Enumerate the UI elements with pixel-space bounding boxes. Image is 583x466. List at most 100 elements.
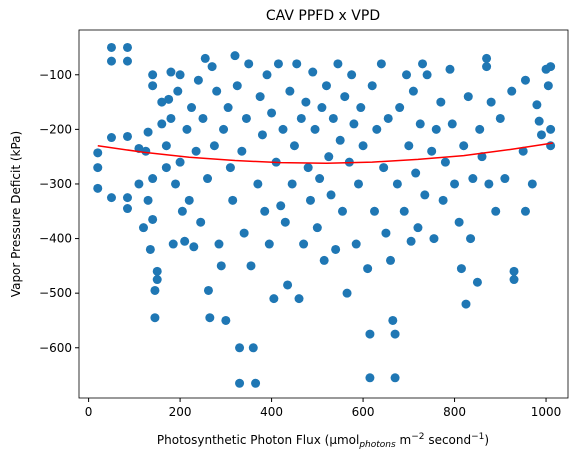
y-tick-label: −100 xyxy=(39,68,72,82)
point xyxy=(225,163,235,173)
point xyxy=(106,193,116,203)
point xyxy=(267,108,277,118)
point xyxy=(518,146,528,156)
point xyxy=(228,195,238,205)
x-tick-label: 600 xyxy=(352,405,375,419)
y-tick-label: −400 xyxy=(39,232,72,246)
point xyxy=(365,373,375,383)
point xyxy=(177,206,187,216)
point xyxy=(180,236,190,246)
point xyxy=(392,179,402,189)
point xyxy=(324,152,334,162)
chart-title: CAV PPFD x VPD xyxy=(266,8,380,24)
point xyxy=(299,239,309,249)
point xyxy=(427,146,437,156)
point xyxy=(445,64,455,74)
point xyxy=(486,97,496,107)
point xyxy=(262,70,272,80)
point xyxy=(381,228,391,238)
y-tick-label: −600 xyxy=(39,341,72,355)
point xyxy=(219,124,229,134)
point xyxy=(379,163,389,173)
point xyxy=(175,70,185,80)
point xyxy=(399,206,409,216)
point xyxy=(264,239,274,249)
point xyxy=(106,42,116,52)
point xyxy=(418,59,428,69)
point xyxy=(257,130,267,140)
point xyxy=(507,86,517,96)
point xyxy=(150,285,160,295)
point xyxy=(363,264,373,274)
point xyxy=(340,92,350,102)
point xyxy=(289,141,299,151)
point xyxy=(543,81,553,91)
point xyxy=(296,113,306,123)
point xyxy=(536,130,546,140)
point xyxy=(353,179,363,189)
point xyxy=(283,280,293,290)
point xyxy=(166,113,176,123)
point xyxy=(358,141,368,151)
point xyxy=(466,234,476,244)
point xyxy=(196,217,206,227)
point xyxy=(212,86,222,96)
point xyxy=(312,223,322,233)
x-label-part: −1 xyxy=(471,432,484,442)
point xyxy=(335,135,345,145)
point xyxy=(214,239,224,249)
point xyxy=(317,103,327,113)
point xyxy=(461,299,471,309)
point xyxy=(237,146,247,156)
point xyxy=(138,223,148,233)
point xyxy=(367,81,377,91)
point xyxy=(342,288,352,298)
point xyxy=(200,53,210,63)
point xyxy=(477,152,487,162)
point xyxy=(520,75,530,85)
point xyxy=(386,255,396,265)
point xyxy=(187,103,197,113)
point xyxy=(390,329,400,339)
point xyxy=(415,119,425,129)
point xyxy=(420,190,430,200)
point xyxy=(305,195,315,205)
point xyxy=(141,146,151,156)
point xyxy=(239,228,249,238)
point xyxy=(253,179,263,189)
point xyxy=(152,266,162,276)
point xyxy=(145,244,155,254)
point xyxy=(534,116,544,126)
point xyxy=(408,86,418,96)
point xyxy=(122,131,132,141)
x-label-part: ) xyxy=(484,433,489,447)
x-label-part: Photosynthetic Photon Flux (µmol xyxy=(157,433,359,447)
x-label-part: m xyxy=(396,433,412,447)
y-tick-label: −500 xyxy=(39,286,72,300)
x-tick-label: 0 xyxy=(85,405,93,419)
point xyxy=(292,59,302,69)
point xyxy=(310,124,320,134)
point xyxy=(182,124,192,134)
point xyxy=(171,179,181,189)
point xyxy=(106,133,116,143)
point xyxy=(390,373,400,383)
point xyxy=(463,92,473,102)
point xyxy=(221,315,231,325)
point xyxy=(326,190,336,200)
x-tick-label: 400 xyxy=(260,405,283,419)
point xyxy=(248,343,258,353)
point xyxy=(509,275,519,285)
point xyxy=(372,124,382,134)
point xyxy=(383,113,393,123)
point xyxy=(532,100,542,110)
point xyxy=(241,113,251,123)
point xyxy=(495,113,505,123)
point xyxy=(93,148,103,158)
point xyxy=(235,378,245,388)
point xyxy=(189,242,199,252)
point xyxy=(232,81,242,91)
point xyxy=(456,264,466,274)
point xyxy=(520,206,530,216)
point xyxy=(294,294,304,304)
